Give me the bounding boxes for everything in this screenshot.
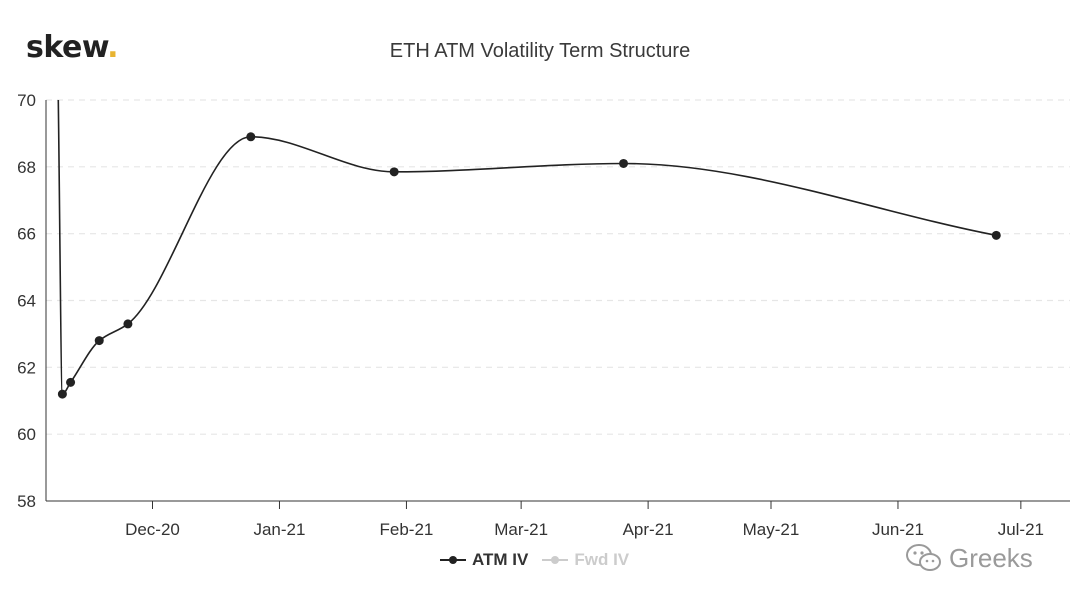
legend-label-fwd-iv: Fwd IV [574,550,630,569]
y-tick-label: 62 [17,358,36,377]
data-point [389,167,399,177]
x-tick-label: Mar-21 [494,520,548,539]
grid-lines [46,99,1070,435]
data-point [123,319,133,329]
chart-title: ETH ATM Volatility Term Structure [389,40,691,62]
data-point [66,377,76,387]
wechat-icon [906,544,941,571]
x-tick-label: Jul-21 [998,520,1044,539]
x-tick-label: Jan-21 [253,520,305,539]
watermark-text: Greeks [949,542,1033,573]
series-line-atm-iv [57,99,997,395]
legend: ATM IV Fwd IV [440,550,629,570]
legend-item-fwd-iv[interactable]: Fwd IV [542,550,629,570]
x-tick-labels: Dec-20 Jan-21 Feb-21 Mar-21 Apr-21 May-21 Jun-… [125,520,1044,539]
x-tick-label: Feb-21 [380,520,434,539]
data-point [246,132,256,142]
line-marker-icon [542,556,569,564]
y-tick-label: 70 [17,91,36,110]
series-atm-iv [57,99,1001,399]
data-point [619,158,629,168]
x-tick-label: Dec-20 [125,520,180,539]
axes [45,100,1070,509]
data-point [57,389,67,399]
y-tick-label: 58 [17,492,36,511]
legend-label-atm-iv: ATM IV [472,550,529,569]
y-tick-label: 68 [17,158,36,177]
data-point [991,230,1001,240]
line-marker-icon [440,556,466,564]
data-point [94,336,104,346]
skew-logo: skew. [26,30,119,65]
legend-item-atm-iv[interactable]: ATM IV [440,550,528,570]
x-tick-label: Jun-21 [872,520,924,539]
y-tick-label: 64 [17,292,36,311]
y-tick-label: 66 [17,225,36,244]
watermark: Greeks [905,542,1033,574]
y-tick-label: 60 [17,425,36,444]
y-tick-labels: 58 60 62 64 66 68 70 [17,91,36,511]
x-tick-label: Apr-21 [623,520,674,539]
x-tick-label: May-21 [743,520,800,539]
